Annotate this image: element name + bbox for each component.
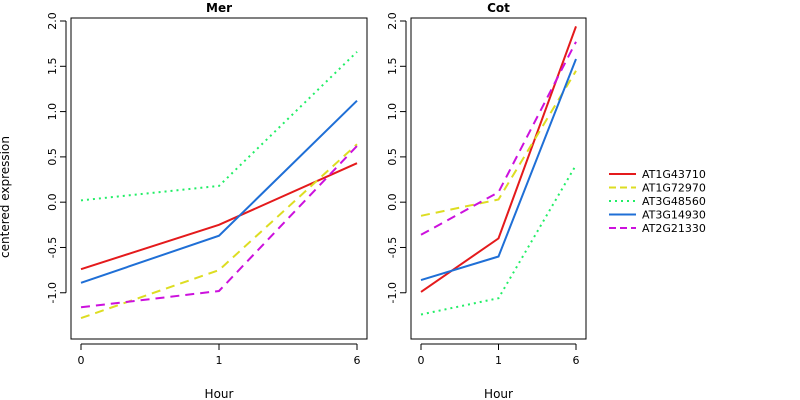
y-axis-title: centered expression [0,136,12,258]
y-tick-label: 0.0 [386,193,399,211]
legend: AT1G43710AT1G72970AT3G48560AT3G14930AT2G… [609,168,706,235]
x-tick-label: 1 [495,354,502,367]
y-tick-label: 2.0 [46,12,59,30]
legend-label: AT3G48560 [642,195,706,208]
series-line-at1g72970 [420,70,577,217]
panel-mer: Mer -1.0 -0.5 0.0 0.5 1.0 1.5 2.0 0 1 6 Hour [46,1,368,400]
legend-label: AT2G21330 [642,222,706,235]
y-tick-label: -0.5 [46,237,59,258]
y-tick-label: -1.0 [46,282,59,303]
y-tick-label: -1.0 [386,282,399,303]
y-tick-label: -0.5 [386,237,399,258]
y-tick-label: 1.0 [46,103,59,121]
series-line-at1g72970 [80,143,358,320]
y-tick-label: 0.5 [386,148,399,166]
panel-title: Mer [206,1,232,15]
series-line-at3g14930 [420,58,577,282]
plot-frame [70,17,368,340]
panel-cot: Cot -1.0 -0.5 0.0 0.5 1.0 1.5 2.0 0 1 6 Hour [386,1,587,400]
x-tick-label: 1 [216,354,223,367]
legend-label: AT1G72970 [642,181,706,194]
series-line-at3g48560 [80,51,358,202]
y-tick-label: 0.5 [46,148,59,166]
legend-label: AT1G43710 [642,168,706,181]
panel-title: Cot [487,1,510,15]
series-line-at3g14930 [80,99,358,284]
y-tick-label: 1.5 [46,58,59,76]
series-line-at2g21330 [80,145,358,309]
series-line-at2g21330 [420,41,577,236]
legend-label: AT3G14930 [642,208,706,221]
y-tick-label: 2.0 [386,12,399,30]
plot-frame [410,17,587,340]
y-tick-label: 1.5 [386,58,399,76]
x-tick-label: 0 [418,354,425,367]
y-tick-label: 1.0 [386,103,399,121]
x-axis-title: Hour [205,387,234,400]
x-axis-title: Hour [484,387,513,400]
x-tick-label: 6 [573,354,580,367]
x-tick-label: 6 [354,354,361,367]
series-line-at3g48560 [420,164,577,316]
series-line-at1g43710 [80,162,358,271]
y-tick-label: 0.0 [46,193,59,211]
x-tick-label: 0 [78,354,85,367]
series-line-at1g43710 [420,26,577,293]
